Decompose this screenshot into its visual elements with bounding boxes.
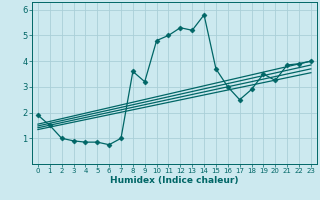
X-axis label: Humidex (Indice chaleur): Humidex (Indice chaleur) bbox=[110, 176, 239, 185]
